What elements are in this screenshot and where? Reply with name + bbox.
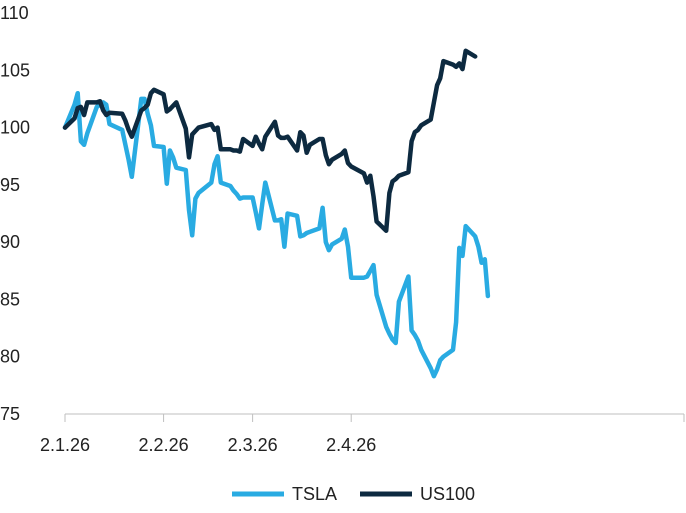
y-tick-label-85: 85 (0, 289, 20, 309)
y-tick-label-95: 95 (0, 175, 20, 195)
x-tick-label: 2.1.26 (40, 435, 90, 455)
x-tick-label: 2.4.26 (326, 435, 376, 455)
y-tick-label-110: 110 (0, 3, 29, 23)
legend: TSLA US100 (232, 484, 475, 504)
series-lines (62, 48, 491, 379)
y-tick-label-90: 90 (0, 232, 20, 252)
legend-label-us100: US100 (420, 484, 475, 504)
y-axis-tick-labels: 75 80 85 90 95 100 105 110 (0, 3, 30, 424)
y-tick-label-75: 75 (0, 404, 20, 424)
legend-label-tsla: TSLA (292, 484, 337, 504)
series-line-us100 (62, 48, 478, 233)
y-tick-label-105: 105 (0, 60, 30, 80)
x-tick-label: 2.3.26 (228, 435, 278, 455)
x-tick-label: 2.2.26 (139, 435, 189, 455)
y-tick-label-80: 80 (0, 347, 20, 367)
series-line-tsla (62, 90, 491, 379)
x-axis-ticks: 2.1.26 2.2.26 2.3.26 2.4.26 (40, 414, 685, 455)
y-tick-label-100: 100 (0, 118, 30, 138)
